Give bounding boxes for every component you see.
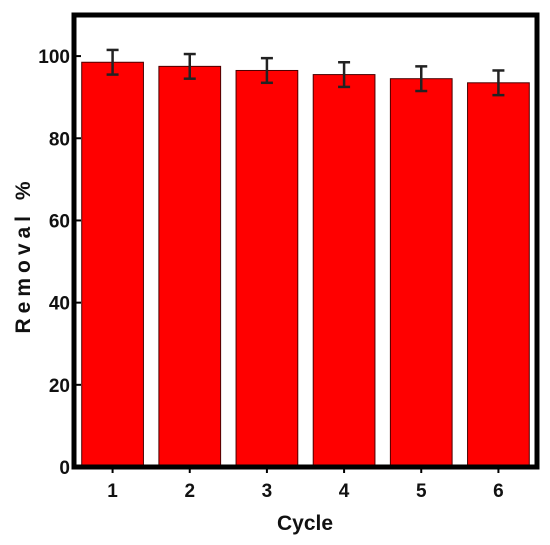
y-tick-label-60: 60 <box>49 211 70 232</box>
x-tick-label-1: 1 <box>107 481 118 502</box>
x-axis: 1 2 3 4 5 6 <box>107 467 504 502</box>
y-axis: 0 20 40 60 80 100 <box>38 47 81 479</box>
bar-cycle-2 <box>158 65 222 468</box>
error-bar-cycle-4 <box>338 61 351 89</box>
bar-cycle-3 <box>235 69 299 468</box>
plot-frame <box>71 12 540 470</box>
x-tick-label-4: 4 <box>339 481 350 502</box>
error-bar-cycle-6 <box>492 69 505 97</box>
bar-cycle-5 <box>389 78 453 468</box>
error-bars <box>106 48 505 97</box>
x-axis-title: Cycle <box>277 512 333 535</box>
y-tick-label-40: 40 <box>49 294 70 315</box>
error-bar-cycle-1 <box>106 48 119 76</box>
bar-cycle-6 <box>467 82 530 468</box>
error-bar-cycle-3 <box>260 56 273 85</box>
x-tick-label-6: 6 <box>493 481 504 502</box>
y-axis-title: Removal % <box>12 176 35 333</box>
error-bar-cycle-2 <box>183 52 196 80</box>
y-tick-label-80: 80 <box>49 129 70 150</box>
y-tick-label-0: 0 <box>59 458 70 479</box>
x-tick-label-3: 3 <box>262 481 273 502</box>
x-tick-label-2: 2 <box>184 481 195 502</box>
bar-cycle-4 <box>312 74 376 468</box>
bars <box>81 61 530 468</box>
bar-cycle-1 <box>81 61 144 468</box>
x-tick-label-5: 5 <box>416 481 427 502</box>
y-tick-label-20: 20 <box>49 376 70 397</box>
error-bar-cycle-5 <box>415 65 428 93</box>
y-tick-label-100: 100 <box>38 47 70 68</box>
